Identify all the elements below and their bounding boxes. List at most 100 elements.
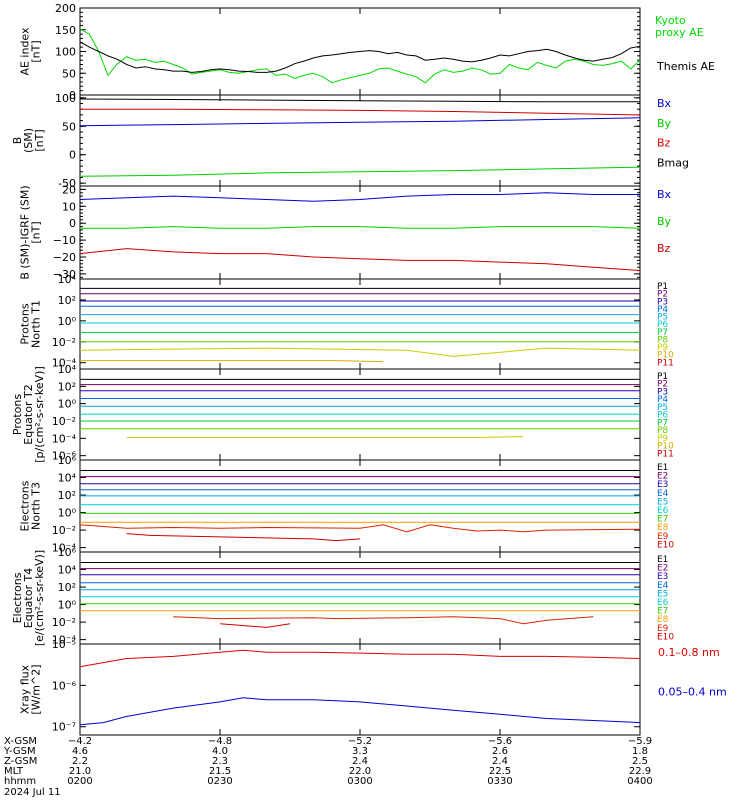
legend-entry: 0.1–0.8 nm bbox=[658, 646, 720, 659]
y-tick-label: 10⁻⁴ bbox=[52, 542, 77, 555]
legend-entry: E8 bbox=[657, 615, 669, 625]
y-tick-label: 10⁶ bbox=[58, 454, 77, 467]
y-axis-label: [e/(cm²-s-sr-keV)] bbox=[33, 550, 46, 646]
y-tick-label: 0 bbox=[69, 149, 76, 162]
y-tick-label: 10⁻⁴ bbox=[52, 432, 77, 445]
x-axis-value: 22.0 bbox=[349, 766, 371, 777]
legend-entry: E7 bbox=[657, 515, 668, 525]
series-line-e9 bbox=[173, 616, 594, 625]
legend-entry: P5 bbox=[657, 313, 668, 323]
y-axis-label: (SM) bbox=[22, 128, 35, 153]
x-axis-value: 2.4 bbox=[352, 756, 368, 767]
legend-entry: E8 bbox=[657, 523, 669, 533]
legend-entry: P2 bbox=[657, 290, 668, 300]
y-tick-label: 50 bbox=[62, 67, 76, 80]
series-line-p9 bbox=[79, 347, 641, 357]
series-line-e9 bbox=[79, 524, 641, 533]
x-axis-row-label: X-GSM bbox=[4, 736, 37, 747]
y-tick-label: 10⁴ bbox=[58, 564, 77, 577]
x-axis-row-label: Z-GSM bbox=[4, 756, 37, 767]
y-tick-label: 10⁻² bbox=[52, 415, 76, 428]
panel-frame bbox=[79, 551, 641, 645]
x-axis-value: −4.2 bbox=[68, 736, 92, 747]
y-axis-label: Protons bbox=[19, 303, 32, 344]
legend: 0.1–0.8 nm 0.05–0.4 nm bbox=[658, 646, 727, 699]
legend-entry: P10 bbox=[657, 351, 674, 361]
series-line-e10 bbox=[219, 623, 291, 628]
legend-entry: Themis AE bbox=[656, 60, 715, 73]
legend-entry: P3 bbox=[657, 297, 668, 307]
y-tick-label: −20 bbox=[53, 251, 76, 264]
y-tick-label: 10² bbox=[58, 294, 76, 307]
legend-entry: proxy AE bbox=[655, 26, 704, 39]
y-tick-label: 10⁻² bbox=[52, 616, 76, 629]
legend-entry: E1 bbox=[657, 555, 668, 565]
series-line-by bbox=[79, 166, 641, 177]
y-axis-label: Electrons bbox=[19, 480, 32, 531]
y-tick-label: 10⁰ bbox=[58, 315, 77, 328]
legend-entry: P4 bbox=[657, 395, 668, 405]
x-axis-value: 0300 bbox=[347, 776, 372, 787]
y-tick-label: -50 bbox=[58, 177, 76, 190]
x-axis-value: 2.3 bbox=[212, 756, 228, 767]
legend-entry: Bz bbox=[657, 137, 671, 150]
legend-entry: E5 bbox=[657, 589, 668, 599]
legend-entry: E10 bbox=[657, 632, 674, 642]
legend-entry: P3 bbox=[657, 387, 668, 397]
x-axis-value: 2.2 bbox=[72, 756, 88, 767]
series-line-kyoto-proxy-ae bbox=[79, 28, 641, 84]
legend-entry: Bmag bbox=[657, 156, 689, 169]
x-axis-value: 22.9 bbox=[629, 766, 651, 777]
legend-entry: E4 bbox=[657, 489, 669, 499]
y-tick-label: 10⁻⁷ bbox=[52, 721, 76, 734]
series-line-bx bbox=[79, 192, 640, 202]
x-axis-row-label: 2024 Jul 11 bbox=[4, 787, 61, 798]
legend-entry: E10 bbox=[657, 540, 674, 550]
legend-entry: Bz bbox=[657, 242, 671, 255]
y-axis-label: Equator T4 bbox=[22, 568, 35, 628]
series-line-e10 bbox=[126, 533, 361, 542]
legend-entry: E9 bbox=[657, 624, 669, 634]
legend-entry: E3 bbox=[657, 572, 668, 582]
legend-entry: P10 bbox=[657, 442, 674, 452]
x-axis-value: 0200 bbox=[67, 776, 92, 787]
legend: Bx By Bz bbox=[657, 188, 672, 255]
series-line-bmag bbox=[79, 98, 640, 103]
y-tick-label: 10⁴ bbox=[58, 273, 77, 286]
x-axis-value: −4.8 bbox=[208, 736, 232, 747]
legend-entry: By bbox=[657, 215, 672, 228]
legend-entry: E2 bbox=[657, 472, 668, 482]
legend-entry: P11 bbox=[657, 358, 674, 368]
x-axis-row-label: MLT bbox=[4, 766, 24, 777]
x-axis-value: 1.8 bbox=[632, 746, 648, 757]
legend-entry: Bx bbox=[657, 97, 672, 110]
y-axis-label: Equator T2 bbox=[22, 384, 35, 444]
y-tick-label: 150 bbox=[55, 24, 76, 37]
legend-entry: P2 bbox=[657, 380, 668, 390]
y-tick-label: 0 bbox=[69, 89, 76, 102]
x-axis-value: 2.5 bbox=[632, 756, 648, 767]
y-tick-label: 200 bbox=[55, 2, 76, 15]
panel-frame bbox=[79, 643, 641, 736]
y-tick-label: −10 bbox=[53, 234, 76, 247]
x-axis-value: 2.4 bbox=[492, 756, 508, 767]
y-axis-label: [p/(cm²-s-sr-keV)] bbox=[33, 366, 46, 463]
legend-entry: P7 bbox=[657, 418, 668, 428]
y-axis-label: Electrons bbox=[11, 572, 24, 623]
legend-entry: Kyoto bbox=[655, 14, 686, 27]
legend-entry: E7 bbox=[657, 607, 668, 617]
y-tick-label: 10⁰ bbox=[58, 398, 77, 411]
series-line-0-1-0-8-nm bbox=[79, 649, 641, 668]
legend-entry: Bx bbox=[657, 188, 672, 201]
x-axis-value: 2.6 bbox=[492, 746, 508, 757]
legend-entry: P1 bbox=[657, 372, 668, 382]
panel-3: 20 10 0 −10 −20 −30 B (SM)-IGRF (SM)[nT] Bx By Bz bbox=[19, 183, 672, 281]
y-tick-label: 10⁻² bbox=[52, 524, 76, 537]
